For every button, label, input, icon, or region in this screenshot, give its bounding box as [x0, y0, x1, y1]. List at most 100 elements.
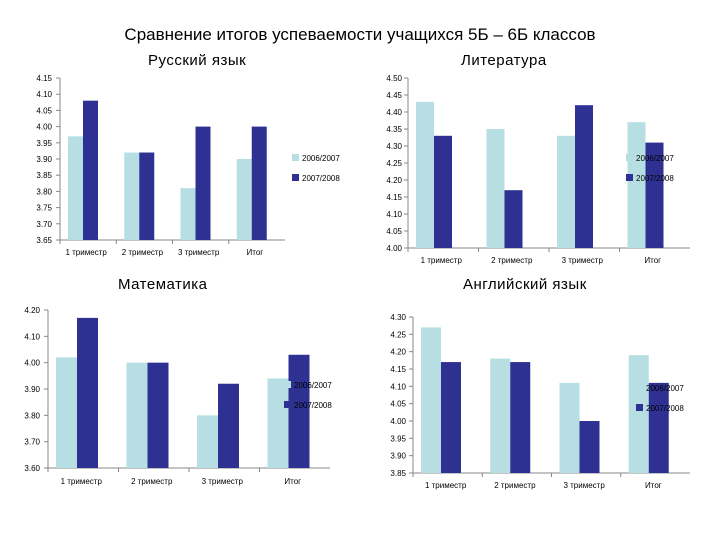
y-tick-label: 4.10 [36, 90, 52, 99]
y-tick-label: 3.80 [36, 187, 52, 196]
bar-2007-2008 [504, 190, 523, 248]
bar-2007-2008 [218, 383, 239, 468]
y-tick-label: 4.30 [390, 313, 406, 322]
y-tick-label: 3.85 [390, 469, 406, 478]
bar-2006-2007 [421, 327, 441, 473]
y-tick-label: 4.10 [386, 210, 402, 219]
bar-2007-2008 [83, 100, 98, 241]
bar-2007-2008 [434, 135, 452, 248]
x-tick-label: 1 триместр [425, 481, 467, 490]
chart-title-literature: Литература [461, 52, 547, 69]
y-tick-label: 3.75 [36, 204, 52, 213]
y-tick-label: 3.90 [390, 452, 406, 461]
legend-label: 2006/2007 [294, 381, 332, 390]
y-tick-label: 3.95 [36, 139, 52, 148]
page-title: Сравнение итогов успеваемости учащихся 5… [124, 25, 596, 44]
legend-swatch [636, 384, 643, 391]
y-tick-label: 4.20 [390, 348, 406, 357]
bar-2006-2007 [486, 129, 505, 248]
y-tick-label: 4.00 [386, 244, 402, 253]
x-tick-label: 2 триместр [122, 248, 164, 257]
x-tick-label: 2 триместр [494, 481, 536, 490]
chart-literature: 4.00 4.05 4.10 4.15 4.20 4.25 4.30 4.35 4.40 4.45… [386, 74, 690, 265]
y-tick-label: 4.15 [386, 193, 402, 202]
legend-label: 2007/2008 [302, 174, 340, 183]
y-tick-label: 4.05 [386, 227, 402, 236]
y-tick-label: 3.85 [36, 171, 52, 180]
y-tick-label: 3.80 [24, 411, 40, 420]
chart-title-russian: Русский язык [148, 52, 247, 69]
x-tick-label: 2 триместр [491, 256, 533, 265]
bar-2006-2007 [627, 122, 646, 248]
bar-2007-2008 [251, 126, 267, 240]
x-tick-label: 3 триместр [178, 248, 220, 257]
y-tick-label: 4.40 [386, 108, 402, 117]
x-tick-label: 1 триместр [421, 256, 463, 265]
y-tick-label: 4.05 [390, 400, 406, 409]
x-tick-label: 1 триместр [65, 248, 107, 257]
bar-2006-2007 [124, 152, 140, 240]
x-tick-label: 3 триместр [202, 477, 244, 486]
y-tick-label: 4.15 [36, 74, 52, 83]
bar-2006-2007 [490, 358, 511, 473]
legend-label: 2006/2007 [646, 384, 684, 393]
y-tick-label: 4.25 [386, 159, 402, 168]
legend-label: 2007/2008 [294, 401, 332, 410]
bar-2006-2007 [180, 188, 196, 240]
y-tick-label: 4.10 [390, 382, 406, 391]
bar-2006-2007 [559, 382, 580, 473]
chart-english: 3.85 3.90 3.95 4.00 4.05 4.10 4.15 4.20 4.25 4.30… [390, 313, 690, 490]
legend-label: 2006/2007 [302, 154, 340, 163]
y-tick-label: 4.10 [24, 332, 40, 341]
x-tick-label: Итог [284, 477, 301, 486]
x-tick-label: 3 триместр [562, 256, 604, 265]
legend-swatch [292, 154, 299, 161]
bar-2006-2007 [416, 101, 434, 248]
legend-swatch [292, 174, 299, 181]
bar-2006-2007 [557, 135, 575, 248]
bar-2007-2008 [77, 317, 98, 468]
bar-2007-2008 [510, 362, 531, 473]
y-tick-label: 4.50 [386, 74, 402, 83]
bar-2006-2007 [56, 357, 77, 468]
chart-russian: 3.65 3.70 3.75 3.80 3.85 3.90 3.95 4.00 4.05 4.10… [36, 74, 340, 257]
bar-2007-2008 [579, 421, 600, 473]
y-tick-label: 4.00 [390, 417, 406, 426]
x-tick-label: 2 триместр [131, 477, 173, 486]
chart-math: 3.60 3.70 3.80 3.90 4.00 4.10 4.20 1 триместр 2 … [24, 306, 332, 486]
y-tick-label: 4.25 [390, 330, 406, 339]
bar-2006-2007 [628, 355, 649, 473]
legend-swatch [636, 404, 643, 411]
y-tick-label: 3.60 [24, 464, 40, 473]
bar-2007-2008 [575, 105, 593, 248]
x-tick-label: Итог [645, 481, 662, 490]
y-tick-label: 3.90 [36, 155, 52, 164]
y-tick-label: 4.15 [390, 365, 406, 374]
bar-2006-2007 [126, 362, 148, 468]
bar-2006-2007 [236, 159, 252, 240]
y-tick-label: 3.65 [36, 236, 52, 245]
legend-label: 2006/2007 [636, 154, 674, 163]
legend-label: 2007/2008 [646, 404, 684, 413]
bar-2007-2008 [147, 362, 169, 468]
chart-title-english: Английский язык [463, 276, 587, 293]
y-tick-label: 4.05 [36, 106, 52, 115]
bar-2006-2007 [68, 136, 83, 240]
y-tick-label: 4.00 [24, 359, 40, 368]
y-tick-label: 4.35 [386, 125, 402, 134]
legend-swatch [284, 381, 291, 388]
x-tick-label: Итог [247, 248, 264, 257]
y-tick-label: 4.20 [24, 306, 40, 315]
bar-2007-2008 [195, 126, 211, 240]
x-tick-label: 1 триместр [61, 477, 103, 486]
bar-2007-2008 [288, 354, 310, 468]
bar-2006-2007 [267, 378, 289, 468]
y-tick-label: 4.30 [386, 142, 402, 151]
y-tick-label: 3.70 [24, 438, 40, 447]
y-tick-label: 4.45 [386, 91, 402, 100]
legend-label: 2007/2008 [636, 174, 674, 183]
legend-swatch [626, 154, 633, 161]
bar-2007-2008 [648, 382, 669, 473]
bar-2007-2008 [645, 142, 664, 248]
